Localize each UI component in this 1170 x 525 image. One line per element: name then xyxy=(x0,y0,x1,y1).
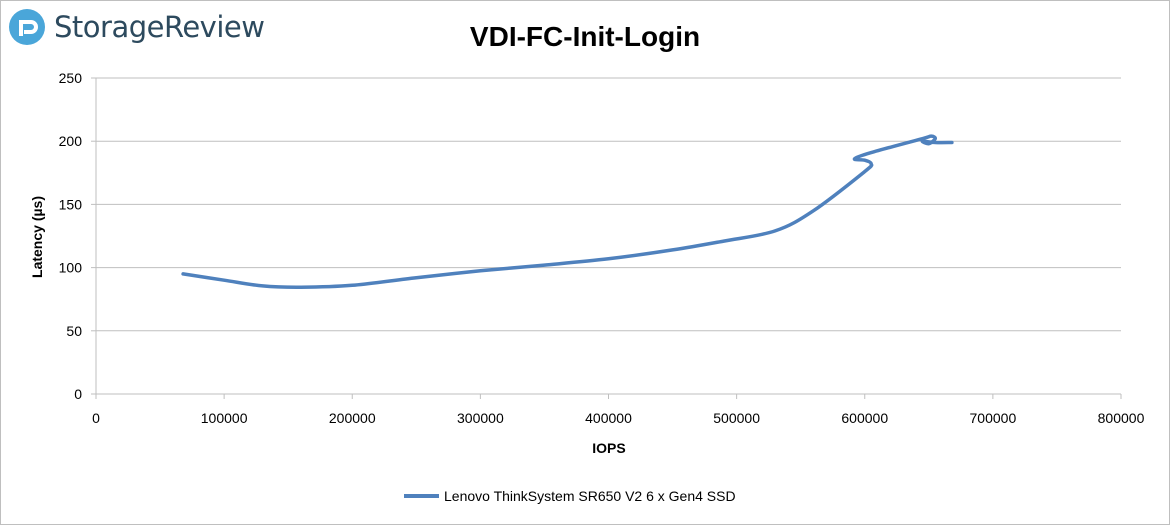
chart-title: VDI-FC-Init-Login xyxy=(470,21,700,52)
x-tick-label: 600000 xyxy=(841,410,888,426)
y-axis-title: Latency (µs) xyxy=(29,196,45,278)
y-tick-label: 100 xyxy=(59,260,83,276)
y-tick-label: 250 xyxy=(59,70,83,86)
y-tick-label: 0 xyxy=(74,386,82,402)
brand-logo: StorageReview xyxy=(8,8,265,46)
gridlines xyxy=(96,77,1121,332)
storagereview-logo-icon xyxy=(9,9,45,45)
x-tick-label: 300000 xyxy=(457,410,504,426)
y-tick-label: 150 xyxy=(59,196,83,212)
legend-label: Lenovo ThinkSystem SR650 V2 6 x Gen4 SSD xyxy=(444,488,736,504)
x-tick-label: 400000 xyxy=(585,410,632,426)
series-line xyxy=(181,134,954,289)
x-axis-ticks: 0 100000 200000 300000 400000 500000 600000 700… xyxy=(92,394,1145,426)
x-tick-label: 700000 xyxy=(970,410,1017,426)
x-tick-label: 500000 xyxy=(713,410,760,426)
y-tick-label: 200 xyxy=(59,133,83,149)
legend: Lenovo ThinkSystem SR650 V2 6 x Gen4 SSD xyxy=(404,488,736,504)
x-tick-label: 100000 xyxy=(201,410,248,426)
axes xyxy=(95,78,1121,395)
x-axis-title: IOPS xyxy=(592,440,625,456)
series-lines xyxy=(181,134,954,289)
x-tick-label: 0 xyxy=(92,410,100,426)
brand-name: StorageReview xyxy=(54,10,265,44)
x-tick-label: 800000 xyxy=(1098,410,1145,426)
x-tick-label: 200000 xyxy=(329,410,376,426)
y-tick-label: 50 xyxy=(66,323,82,339)
y-axis-ticks: 0 50 100 150 200 250 xyxy=(59,70,96,402)
